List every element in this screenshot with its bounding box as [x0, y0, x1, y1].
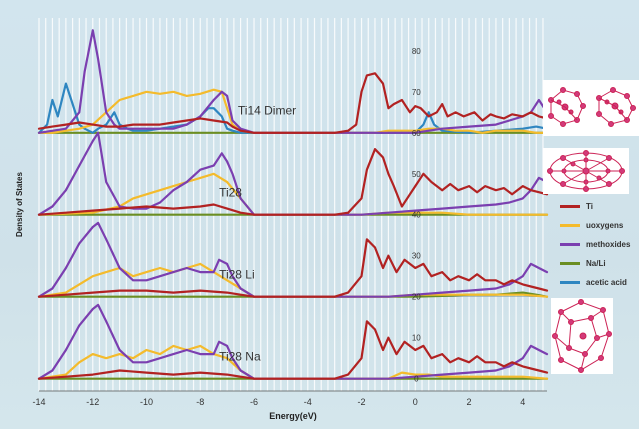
legend-label: Na/Li: [586, 258, 606, 268]
legend-label: acetic acid: [586, 277, 627, 287]
legend-label: uoxygens: [586, 220, 624, 230]
series-line-methoxides-panel-1: [37, 131, 549, 216]
series-line-ti-panel-2: [37, 238, 549, 298]
y-tick-label: 20: [412, 293, 421, 302]
y-tick-label: 40: [412, 211, 421, 220]
panel-label: Ti28 Li: [219, 267, 255, 281]
legend-entry: Ti: [560, 199, 593, 213]
y-axis-label: Density of States: [15, 171, 24, 236]
x-tick-label: -6: [250, 397, 258, 407]
legend-swatch: [560, 261, 580, 265]
legend-swatch: [560, 242, 580, 246]
series-line-ti-panel-1: [37, 148, 549, 216]
x-tick-label: 0: [413, 397, 418, 407]
legend-swatch: [560, 204, 580, 208]
series-line-methoxides-panel-3: [37, 303, 549, 380]
series-line-methoxides-panel-0: [37, 29, 549, 134]
panel-label: Ti28: [219, 185, 242, 199]
x-tick-label: 4: [520, 397, 525, 407]
y-tick-label: 70: [412, 88, 421, 97]
x-tick-label: -4: [304, 397, 312, 407]
y-tick-label: 10: [412, 334, 421, 343]
molecule-image-ti28: [543, 148, 629, 194]
legend-entry: Na/Li: [560, 256, 606, 270]
legend: Ti uoxygens methoxides Na/Li acetic acid: [560, 199, 639, 299]
legend-swatch: [560, 280, 580, 284]
x-tick-label: 2: [467, 397, 472, 407]
y-tick-label: 60: [412, 129, 421, 138]
x-tick-label: -12: [86, 397, 99, 407]
x-axis-label: Energy(eV): [269, 411, 317, 421]
legend-entry: methoxides: [560, 237, 630, 251]
legend-entry: acetic acid: [560, 275, 627, 289]
legend-label: Ti: [586, 201, 593, 211]
y-tick-label: 80: [412, 47, 421, 56]
panel-label: Ti28 Na: [219, 349, 261, 363]
legend-swatch: [560, 223, 580, 227]
y-tick-label: 30: [412, 252, 421, 261]
x-tick-label: -14: [32, 397, 45, 407]
panel-label: Ti14 Dimer: [238, 103, 296, 117]
series-line-uoxygens-panel-1: [37, 172, 549, 216]
legend-entry: uoxygens: [560, 218, 623, 232]
x-tick-label: -2: [358, 397, 366, 407]
molecule-image-ti28-alkali: [551, 298, 613, 374]
series-line-methoxides-panel-2: [37, 221, 549, 298]
series-line-ti-panel-3: [37, 320, 549, 380]
legend-label: methoxides: [586, 239, 631, 249]
series-line-ti-panel-0: [37, 72, 549, 134]
x-tick-label: -10: [140, 397, 153, 407]
y-tick-label: 0: [414, 375, 419, 384]
molecule-image-dimer: [543, 80, 639, 136]
x-tick-label: -8: [196, 397, 204, 407]
y-tick-label: 50: [412, 170, 421, 179]
